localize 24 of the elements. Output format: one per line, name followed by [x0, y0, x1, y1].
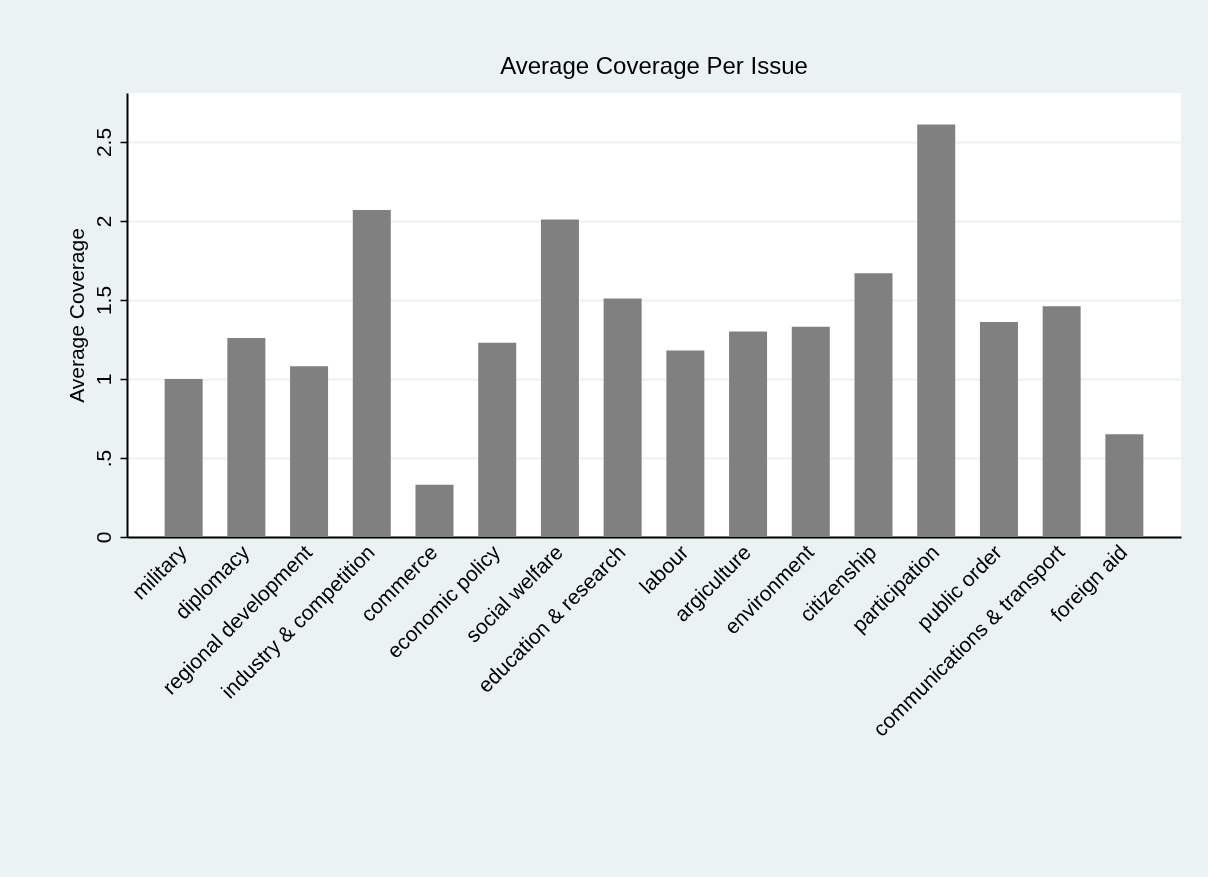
- chart-title: Average Coverage Per Issue: [500, 52, 808, 79]
- bar: [603, 298, 642, 537]
- bar: [290, 366, 329, 537]
- bar: [791, 326, 830, 537]
- bar: [415, 484, 454, 537]
- bar: [164, 378, 203, 537]
- y-tick-label: 1.5: [91, 285, 115, 316]
- bar: [666, 350, 705, 537]
- y-tick-label: .5: [91, 449, 115, 468]
- bar: [478, 342, 517, 537]
- bar: [729, 331, 768, 537]
- bar: [227, 337, 266, 537]
- y-tick-label: 2: [91, 215, 115, 228]
- bar: [979, 322, 1018, 537]
- y-tick-label: 2.5: [91, 127, 115, 158]
- bar: [1042, 306, 1081, 537]
- bar: [1105, 434, 1144, 537]
- bar: [854, 273, 893, 537]
- bar: [352, 209, 391, 537]
- y-tick-label: 1: [91, 373, 115, 386]
- bar: [917, 124, 956, 537]
- bar: [540, 219, 579, 537]
- y-axis-title: Average Coverage: [64, 228, 88, 403]
- y-tick-label: 0: [91, 531, 115, 544]
